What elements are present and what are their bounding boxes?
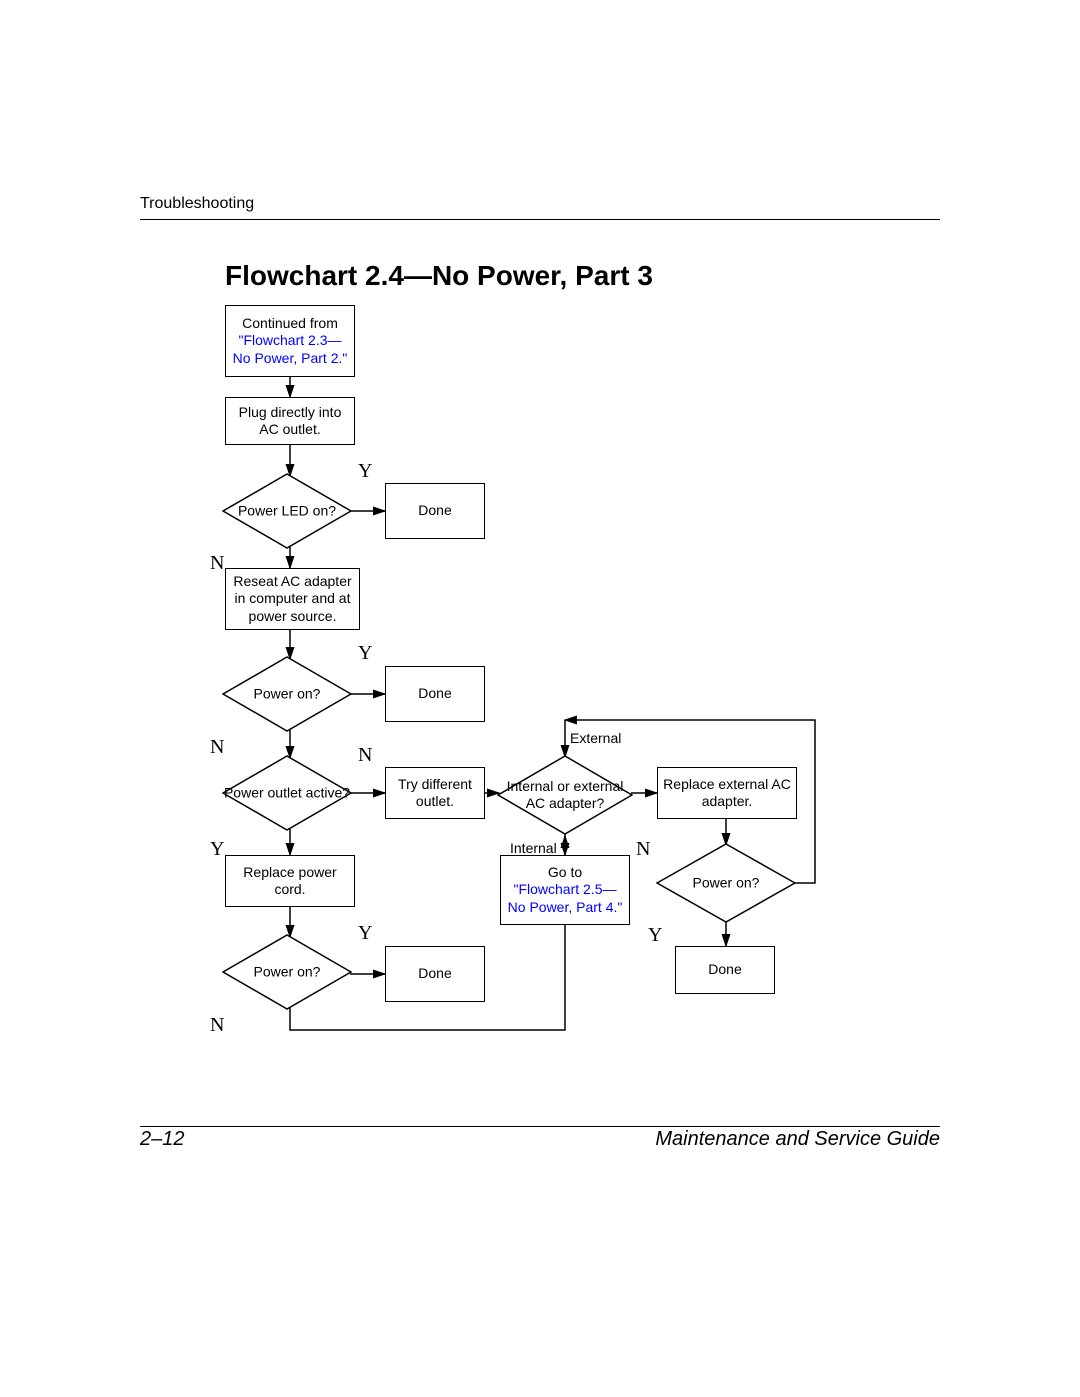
node-text: Done: [418, 965, 451, 983]
node-text: Done: [418, 685, 451, 703]
node-text: Replace power cord.: [230, 864, 350, 899]
node-text: Replace external AC adapter.: [662, 776, 792, 811]
flowchart-process-n4: Reseat AC adapter in computer and at pow…: [225, 568, 360, 630]
flowchart-process-n3y: Done: [385, 483, 485, 539]
flowchart-process-n9ext: Replace external AC adapter.: [657, 767, 797, 819]
node-text-pre: Go to: [505, 864, 625, 882]
footer-page-number: 2–12: [140, 1128, 185, 1151]
yn-label-n4: N: [210, 1014, 224, 1037]
flowchart-decision-n3: Power LED on?: [222, 473, 352, 549]
yn-label-y5: Y: [648, 924, 662, 947]
flowchart-process-n2: Plug directly into AC outlet.: [225, 397, 355, 445]
node-text: Done: [708, 961, 741, 979]
node-link-text[interactable]: "Flowchart 2.3—No Power, Part 2.": [230, 332, 350, 367]
yn-label-n2: N: [210, 736, 224, 759]
node-text: Reseat AC adapter in computer and at pow…: [230, 573, 355, 626]
flowchart-process-n9int: Go to"Flowchart 2.5—No Power, Part 4.": [500, 855, 630, 925]
yn-label-n5: N: [636, 838, 650, 861]
node-text-pre: Continued from: [230, 315, 350, 333]
flowchart-process-n8y: Done: [385, 946, 485, 1002]
node-link-text[interactable]: "Flowchart 2.5—No Power, Part 4.": [505, 881, 625, 916]
flowchart-decision-n5: Power on?: [222, 656, 352, 732]
footer-guide-title: Maintenance and Service Guide: [655, 1128, 940, 1151]
flowchart-decision-n9: Internal or external AC adapter?: [497, 755, 633, 835]
footer-rule: [140, 1126, 940, 1127]
yn-label-nn: N: [358, 744, 372, 767]
flowchart-decision-n6: Power outlet active?: [222, 755, 352, 831]
flowchart-process-n10y: Done: [675, 946, 775, 994]
page: Troubleshooting Flowchart 2.4—No Power, …: [0, 0, 1080, 1397]
node-text: Plug directly into AC outlet.: [230, 404, 350, 439]
flowchart-connectors: [0, 0, 1080, 1397]
flowchart-process-n1: Continued from"Flowchart 2.3—No Power, P…: [225, 305, 355, 377]
yn-label-y2: Y: [358, 642, 372, 665]
node-text: Done: [418, 502, 451, 520]
node-text: Try different outlet.: [390, 776, 480, 811]
flowchart-process-n7: Replace power cord.: [225, 855, 355, 907]
flowchart-process-n5y: Done: [385, 666, 485, 722]
edge-label-internal: Internal: [510, 840, 557, 856]
yn-label-n1: N: [210, 552, 224, 575]
yn-label-y1: Y: [358, 460, 372, 483]
flowchart-decision-n8: Power on?: [222, 934, 352, 1010]
flowchart-process-n6n: Try different outlet.: [385, 767, 485, 819]
yn-label-y4: Y: [358, 922, 372, 945]
flowchart-decision-n10: Power on?: [656, 843, 796, 923]
edge-label-external: External: [570, 730, 621, 746]
yn-label-y3: Y: [210, 838, 224, 861]
